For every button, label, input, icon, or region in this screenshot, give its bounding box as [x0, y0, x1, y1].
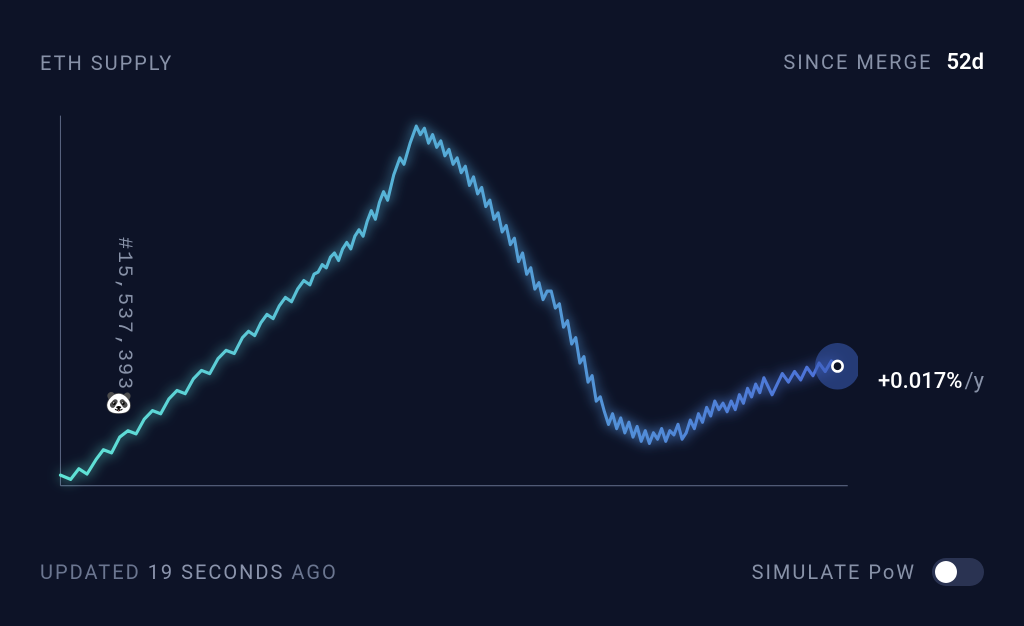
chart-container: #15,537,393 🐼: [40, 105, 858, 528]
updated-text: UPDATED 19 SECONDS AGO: [40, 560, 338, 584]
card-footer: UPDATED 19 SECONDS AGO SIMULATE PoW: [40, 558, 984, 586]
end-value: +0.017%: [878, 369, 963, 394]
end-unit: /y: [965, 369, 985, 394]
card-header: ETH SUPPLY SINCE MERGE 52d: [40, 50, 984, 75]
simulate-pow-toggle[interactable]: [932, 558, 984, 586]
chart-row: #15,537,393 🐼: [40, 105, 984, 528]
simulate-label-text: SIMULATE: [752, 560, 869, 584]
since-value: 52d: [946, 50, 984, 75]
updated-prefix: UPDATED: [40, 560, 148, 584]
card-title: ETH SUPPLY: [40, 51, 173, 75]
y-axis-label: #15,537,393: [112, 237, 135, 391]
since-merge: SINCE MERGE 52d: [783, 50, 984, 75]
toggle-knob: [935, 561, 957, 583]
simulate-label: SIMULATE PoW: [752, 560, 916, 584]
panda-marker-icon: 🐼: [105, 391, 132, 416]
updated-time: 19 SECONDS: [148, 560, 285, 584]
simulate-pow-text: PoW: [868, 560, 916, 584]
updated-suffix: AGO: [284, 560, 337, 584]
end-label: +0.017% /y: [878, 369, 984, 394]
eth-supply-card: ETH SUPPLY SINCE MERGE 52d #15,537,393 🐼: [0, 0, 1024, 626]
since-label: SINCE MERGE: [783, 50, 932, 74]
simulate-pow-control: SIMULATE PoW: [752, 558, 984, 586]
supply-line: [60, 126, 837, 479]
supply-chart: [40, 105, 858, 528]
end-marker-dot: [832, 361, 842, 372]
